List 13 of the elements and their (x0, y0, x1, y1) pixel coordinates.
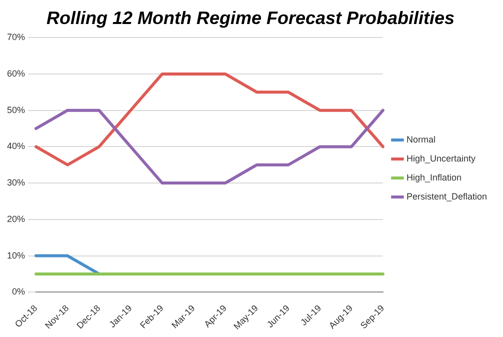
legend-label: High_Inflation (406, 172, 462, 182)
y-tick-label: 70% (7, 32, 26, 42)
chart-title: Rolling 12 Month Regime Forecast Probabilities (46, 8, 455, 28)
y-tick-label: 10% (7, 250, 26, 260)
y-tick-label: 0% (12, 286, 26, 297)
y-tick-label: 30% (7, 178, 26, 188)
y-tick-label: 50% (7, 104, 26, 115)
y-tick-label: 40% (7, 141, 26, 152)
legend-label: High_Uncertainty (406, 153, 476, 164)
legend-label: Persistent_Deflation (406, 191, 488, 202)
y-tick-label: 20% (7, 214, 26, 224)
legend-label: Normal (406, 134, 436, 144)
y-tick-label: 60% (7, 68, 26, 78)
